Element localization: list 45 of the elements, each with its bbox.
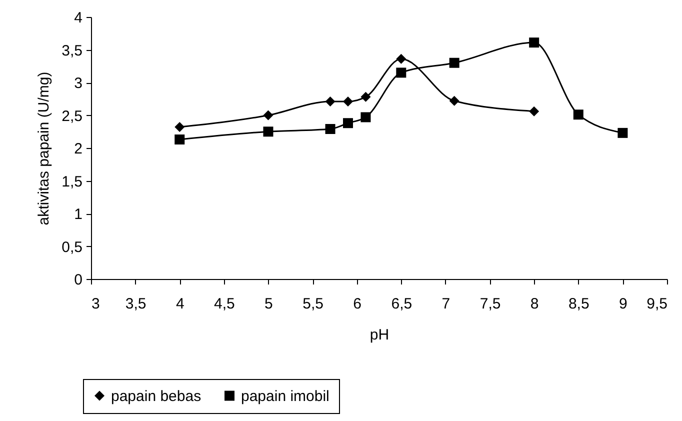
y-tick-label: 1 xyxy=(74,206,82,223)
y-tick-label: 4 xyxy=(74,10,82,26)
x-tick-label: 3,5 xyxy=(125,296,146,312)
point xyxy=(342,118,353,128)
x-tick-label: 8 xyxy=(530,296,539,312)
point xyxy=(174,134,185,144)
x-tick-label: 9 xyxy=(619,296,628,312)
x-tick-label: 7 xyxy=(442,296,450,312)
point xyxy=(396,68,406,78)
y-tick-label: 0,5 xyxy=(62,238,82,256)
point xyxy=(618,128,628,138)
point xyxy=(360,92,371,102)
x-tick-label: 6,5 xyxy=(391,296,412,312)
y-tick-label: 1,5 xyxy=(62,173,82,190)
x-tick-label: 5 xyxy=(264,296,273,312)
y-tick-label: 3,5 xyxy=(62,42,82,60)
x-tick-label: 8,5 xyxy=(568,296,590,312)
x-axis-title: pH xyxy=(370,326,390,344)
x-tick-label: 6 xyxy=(353,296,362,312)
y-tick-label: 0 xyxy=(74,272,82,288)
point xyxy=(263,110,274,120)
point xyxy=(449,58,460,68)
point xyxy=(573,110,584,120)
y-tick-label: 3 xyxy=(74,75,82,92)
y-axis-title: aktivitas papain (U/mg) xyxy=(36,72,53,226)
point xyxy=(449,96,460,106)
y-tick-label: 2,5 xyxy=(62,108,82,125)
legend-label: papain imobil xyxy=(241,388,330,405)
point xyxy=(174,122,185,132)
point xyxy=(263,126,274,137)
legend-label: papain bebas xyxy=(111,388,202,405)
x-tick-label: 7,5 xyxy=(480,296,501,312)
x-tick-label: 3 xyxy=(92,296,100,312)
point xyxy=(325,124,336,134)
x-tick-label: 4 xyxy=(176,296,184,312)
point xyxy=(360,112,371,122)
x-tick-label: 9,5 xyxy=(646,296,668,312)
x-tick-label: 5,5 xyxy=(302,296,324,312)
point xyxy=(529,106,540,116)
x-tick-label: 4,5 xyxy=(214,296,235,312)
point xyxy=(396,54,406,64)
y-tick-label: 2 xyxy=(74,140,82,158)
point xyxy=(342,96,353,106)
point xyxy=(325,96,336,106)
point xyxy=(529,38,540,48)
